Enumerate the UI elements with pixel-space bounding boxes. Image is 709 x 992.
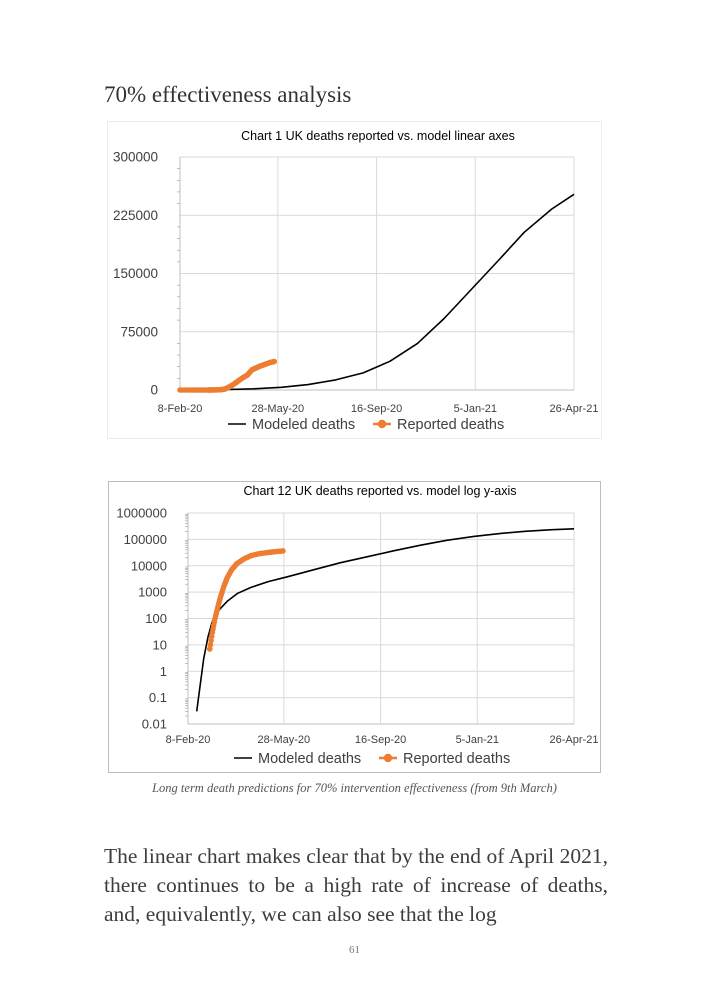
chart12-reported-deaths-point: [280, 548, 286, 554]
chart12-reported-deaths-point: [208, 633, 215, 640]
chart12-y-tick-label: 0.01: [142, 717, 167, 732]
chart12-x-tick-label: 28-May-20: [258, 734, 311, 746]
page-number: 61: [349, 944, 360, 956]
chart1-y-tick-label: 225000: [113, 208, 158, 223]
chart12-y-tick-label: 1000: [138, 585, 167, 600]
linear-chart: Chart 1 UK deaths reported vs. model lin…: [108, 122, 601, 438]
chart1-y-tick-label: 0: [150, 383, 158, 398]
log-chart-svg: Chart 12 UK deaths reported vs. model lo…: [116, 484, 599, 767]
linear-chart-svg: Chart 1 UK deaths reported vs. model lin…: [113, 129, 599, 433]
chart12-y-tick-label: 0.1: [149, 690, 167, 705]
chart1-x-tick-label: 16-Sep-20: [351, 403, 402, 415]
chart1-y-tick-label: 300000: [113, 150, 158, 165]
chart1-modeled-deaths-line: [199, 193, 575, 391]
chart1-y-tick-label: 150000: [113, 266, 158, 281]
log-chart: Chart 12 UK deaths reported vs. model lo…: [108, 481, 601, 773]
chart12-legend-reported-swatch-marker: [383, 753, 393, 763]
chart12-legend-modeled-label: Modeled deaths: [258, 751, 361, 767]
chart1-x-tick-label: 28-May-20: [252, 403, 305, 415]
chart1-x-tick-label: 5-Jan-21: [454, 403, 497, 415]
chart12-reported-deaths-point: [206, 646, 213, 652]
chart12-y-tick-label: 1000000: [116, 506, 167, 521]
chart12-x-tick-label: 5-Jan-21: [456, 734, 499, 746]
chart1-legend-modeled-label: Modeled deaths: [252, 417, 355, 433]
chart12-x-tick-label: 8-Feb-20: [166, 734, 211, 746]
figure-caption: Long term death predictions for 70% inte…: [152, 781, 557, 795]
chart1-legend-reported-label: Reported deaths: [397, 417, 504, 433]
chart1-y-tick-label: 75000: [120, 324, 158, 339]
chart12-y-tick-label: 100: [145, 611, 167, 626]
chart12-reported-deaths-point: [207, 641, 214, 648]
chart1-x-tick-label: 8-Feb-20: [158, 403, 203, 415]
chart12-y-tick-label: 100000: [124, 532, 167, 547]
chart12-reported-deaths-point: [208, 637, 214, 644]
chart12-legend-reported-label: Reported deaths: [403, 751, 510, 767]
chart12-x-tick-label: 26-Apr-21: [550, 734, 599, 746]
chart1-reported-deaths-point: [271, 358, 278, 365]
chart12-y-tick-label: 10000: [131, 558, 167, 573]
chart1-title: Chart 1 UK deaths reported vs. model lin…: [241, 129, 515, 143]
chart1-legend-reported-swatch-marker: [377, 419, 387, 429]
body-paragraph: The linear chart makes clear that by the…: [104, 844, 608, 926]
chart12-title: Chart 12 UK deaths reported vs. model lo…: [243, 484, 516, 498]
chart12-y-tick-label: 10: [153, 637, 167, 652]
section-heading: 70% effectiveness analysis: [104, 82, 352, 107]
chart12-y-tick-label: 1: [160, 664, 167, 679]
chart12-modeled-deaths-line: [195, 528, 575, 712]
chart12-x-tick-label: 16-Sep-20: [355, 734, 406, 746]
chart1-x-tick-label: 26-Apr-21: [550, 403, 599, 415]
